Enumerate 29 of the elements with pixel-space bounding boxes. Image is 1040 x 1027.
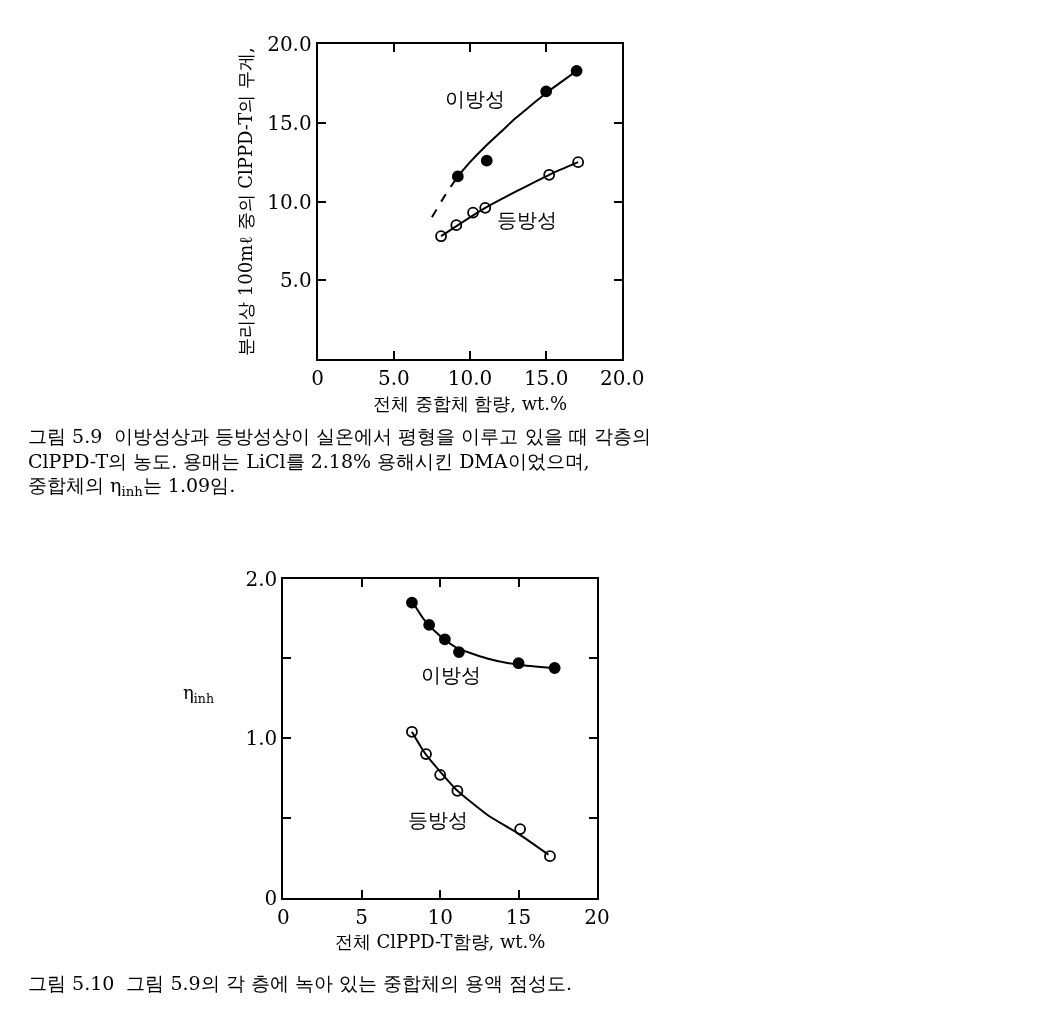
point xyxy=(548,662,561,674)
y-tick-label: 20.0 xyxy=(267,32,312,57)
y-tick-label: 1.0 xyxy=(245,726,278,751)
series-label: 이방성 xyxy=(421,663,481,687)
x-tick-label: 15 xyxy=(505,904,532,929)
x-tick-label: 10.0 xyxy=(447,366,493,391)
series-label: 등방성 xyxy=(408,808,468,832)
x-tick-label: 5 xyxy=(355,904,369,929)
x-tick-label: 10 xyxy=(427,904,453,929)
y-tick-label: 2.0 xyxy=(245,566,278,591)
point xyxy=(480,154,493,167)
x-tick-label: 5.0 xyxy=(377,366,410,391)
series-label: 이방성 xyxy=(445,87,505,111)
series-label: 등방성 xyxy=(497,208,557,232)
x-axis-title: 전체 ClPPD-T함량, wt.% xyxy=(334,931,546,953)
y-axis-title: η$_{inh}$ xyxy=(183,682,215,706)
y-tick-label: 0 xyxy=(264,885,278,910)
x-tick-label: 20.0 xyxy=(600,366,645,391)
y-tick-label: 5.0 xyxy=(279,268,312,293)
y-axis-title: 분리상 100mℓ 중의 ClPPD-T의 무게, xyxy=(234,47,256,356)
y-tick-label: 10.0 xyxy=(267,189,312,214)
caption: 그림 5.10 그림 5.9의 각 층에 녹아 있는 중합체의 용액 점성도. xyxy=(28,972,572,994)
x-tick-label: 20 xyxy=(584,904,610,929)
y-tick-label: 15.0 xyxy=(267,110,312,135)
point xyxy=(514,823,527,835)
x-tick-label: 15.0 xyxy=(523,366,569,391)
caption: 그림 5.9 이방성상과 등방성상이 실온에서 평형을 이루고 있을 때 각층의 ClPPD-T의 농도. 용매는 LiCl를 2.18% 용해시킨 DMA이었으며, 중합체의 η$_{inh}$는 1.09임. xyxy=(28,425,651,500)
point xyxy=(544,850,556,863)
x-axis-title: 전체 중합체 함량, wt.% xyxy=(372,392,568,414)
